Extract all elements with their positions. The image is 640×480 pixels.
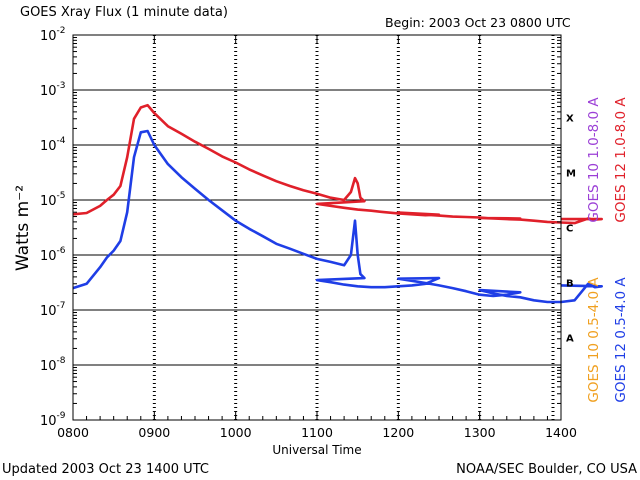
- y-tick-label: 10-5: [40, 191, 66, 209]
- legend-label: GOES 10 1.0-8.0 A: [586, 97, 602, 223]
- x-axis-ticks: 0800 0900 1000 1100 1200 1300 1400: [57, 35, 577, 440]
- x-tick-label: 1100: [301, 425, 333, 440]
- flare-class-b: B: [566, 279, 574, 290]
- x-tick-label: 1200: [382, 425, 414, 440]
- y-axis-ticks: 10-2 10-3 10-4 10-5 10-6 10-7 10-8 10-9: [40, 26, 561, 429]
- legend: GOES 10 1.0-8.0 A GOES 12 1.0-8.0 A GOES 1…: [586, 97, 629, 403]
- chart-title: GOES Xray Flux (1 minute data): [20, 5, 228, 20]
- series-line: [72, 103, 603, 225]
- y-tick-label: 10-4: [40, 136, 66, 154]
- grid: [73, 35, 561, 420]
- y-tick-label: 10-8: [40, 356, 66, 374]
- x-tick-label: 1400: [545, 425, 577, 440]
- y-tick-label: 10-3: [40, 81, 66, 99]
- legend-item: GOES 12 0.5-4.0 A: [613, 277, 629, 403]
- y-tick-label: 10-2: [40, 26, 66, 44]
- legend-label: GOES 12 0.5-4.0 A: [613, 277, 629, 403]
- y-tick-label: 10-6: [40, 246, 66, 264]
- y-axis-title: Watts m⁻²: [13, 185, 33, 271]
- begin-label: Begin: 2003 Oct 23 0800 UTC: [385, 15, 571, 30]
- flare-class-x: X: [566, 114, 574, 125]
- x-tick-label: 0800: [57, 425, 89, 440]
- flare-class-m: M: [566, 169, 576, 180]
- x-tick-label: 1000: [220, 425, 252, 440]
- updated-label: Updated 2003 Oct 23 1400 UTC: [2, 462, 209, 477]
- y-tick-label: 10-7: [40, 301, 66, 319]
- y-axis-label: Watts m⁻²: [13, 185, 33, 271]
- legend-item: GOES 10 0.5-4.0 A: [586, 277, 602, 403]
- credit-label: NOAA/SEC Boulder, CO USA: [456, 462, 637, 477]
- x-axis-label: Universal Time: [272, 443, 361, 457]
- legend-label: GOES 12 1.0-8.0 A: [613, 97, 629, 223]
- legend-item: GOES 10 1.0-8.0 A: [586, 97, 602, 223]
- flare-class-a: A: [566, 334, 574, 345]
- flare-class-c: C: [566, 224, 573, 235]
- series-line: [72, 129, 603, 304]
- series-layer: [72, 103, 603, 304]
- y-tick-label: 10-9: [40, 411, 66, 429]
- flare-classes: X M C B A: [566, 114, 576, 345]
- x-tick-label: 0900: [138, 425, 170, 440]
- legend-label: GOES 10 0.5-4.0 A: [586, 277, 602, 403]
- legend-item: GOES 12 1.0-8.0 A: [613, 97, 629, 223]
- x-tick-label: 1300: [464, 425, 496, 440]
